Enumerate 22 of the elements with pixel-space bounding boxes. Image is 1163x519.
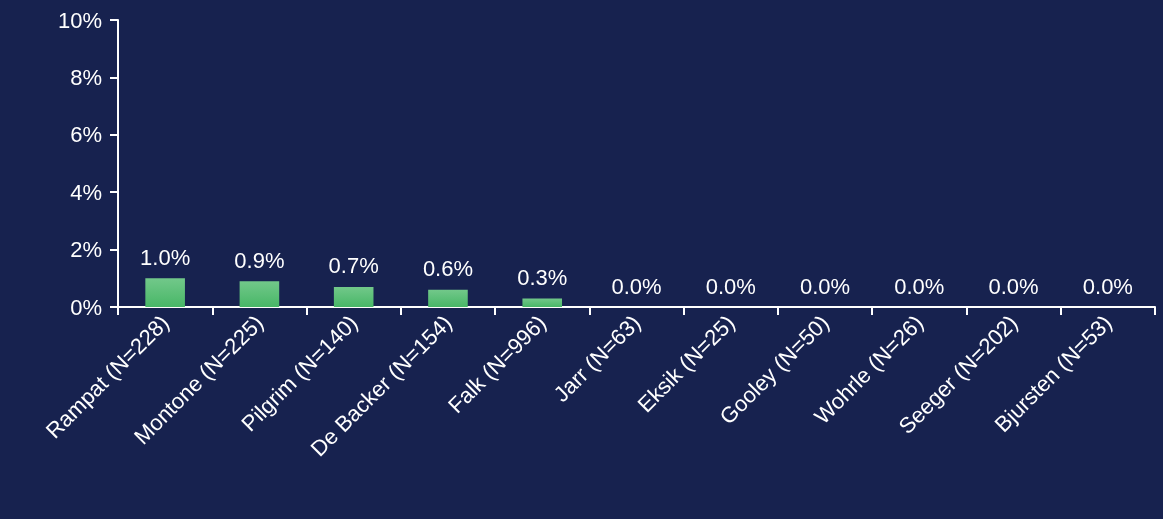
y-tick-label: 0%	[70, 294, 102, 320]
data-label: 0.3%	[517, 264, 568, 290]
bar	[239, 281, 280, 307]
data-label: 0.0%	[799, 273, 851, 299]
data-label: 0.6%	[422, 256, 474, 282]
data-label: 0.0%	[1082, 273, 1133, 299]
bar	[333, 286, 374, 307]
y-tick-label: 10%	[57, 7, 102, 33]
data-label: 0.9%	[234, 247, 285, 273]
data-label: 0.0%	[705, 273, 756, 299]
y-tick-label: 6%	[70, 122, 102, 148]
bar	[428, 289, 468, 307]
data-label: 1.0%	[140, 244, 191, 270]
data-label: 0.0%	[894, 273, 945, 299]
data-label: 0.0%	[988, 273, 1039, 299]
data-label: 0.7%	[328, 253, 379, 279]
y-tick-label: 8%	[70, 64, 102, 90]
y-tick-label: 4%	[70, 179, 102, 205]
bar	[145, 278, 185, 307]
data-label: 0.0%	[611, 273, 662, 299]
y-tick-label: 2%	[70, 237, 102, 263]
bar	[522, 298, 563, 307]
